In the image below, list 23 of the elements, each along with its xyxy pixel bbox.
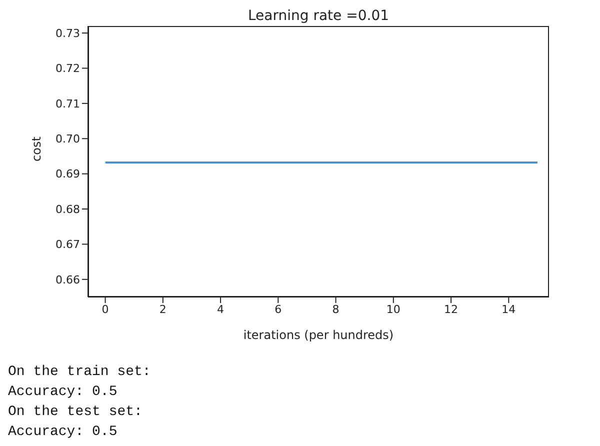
x-tick-label: 0 <box>102 302 109 316</box>
y-tick-label: 0.72 <box>56 62 80 76</box>
x-tick-label: 8 <box>332 302 340 316</box>
text: Accuracy: 0.5 <box>8 383 118 402</box>
y-tick-label: 0.73 <box>56 26 80 40</box>
y-tick-label: 0.66 <box>56 273 80 286</box>
y-tick-label: 0.68 <box>56 202 80 216</box>
x-tick-label: 4 <box>217 302 224 316</box>
x-tick-label: 6 <box>274 302 282 316</box>
text: On the test set: <box>8 403 144 422</box>
text: Accuracy: 0.5 <box>8 423 118 442</box>
y-tick-label: 0.71 <box>56 97 80 110</box>
x-tick-label: 14 <box>502 302 516 316</box>
y-tick-label: 0.67 <box>56 238 80 252</box>
y-tick-label: 0.70 <box>56 132 80 146</box>
chart-title: Learning rate =0.01 <box>246 8 390 24</box>
x-tick-label: 10 <box>386 302 400 316</box>
x-tick-label: 12 <box>444 302 458 316</box>
x-tick-label: 2 <box>159 302 166 316</box>
y-tick-label: 0.69 <box>56 168 80 181</box>
x-axis-title: iterations (per hundreds) <box>243 328 394 342</box>
text: On the train set: <box>8 363 152 382</box>
y-axis-title: cost <box>29 136 44 162</box>
